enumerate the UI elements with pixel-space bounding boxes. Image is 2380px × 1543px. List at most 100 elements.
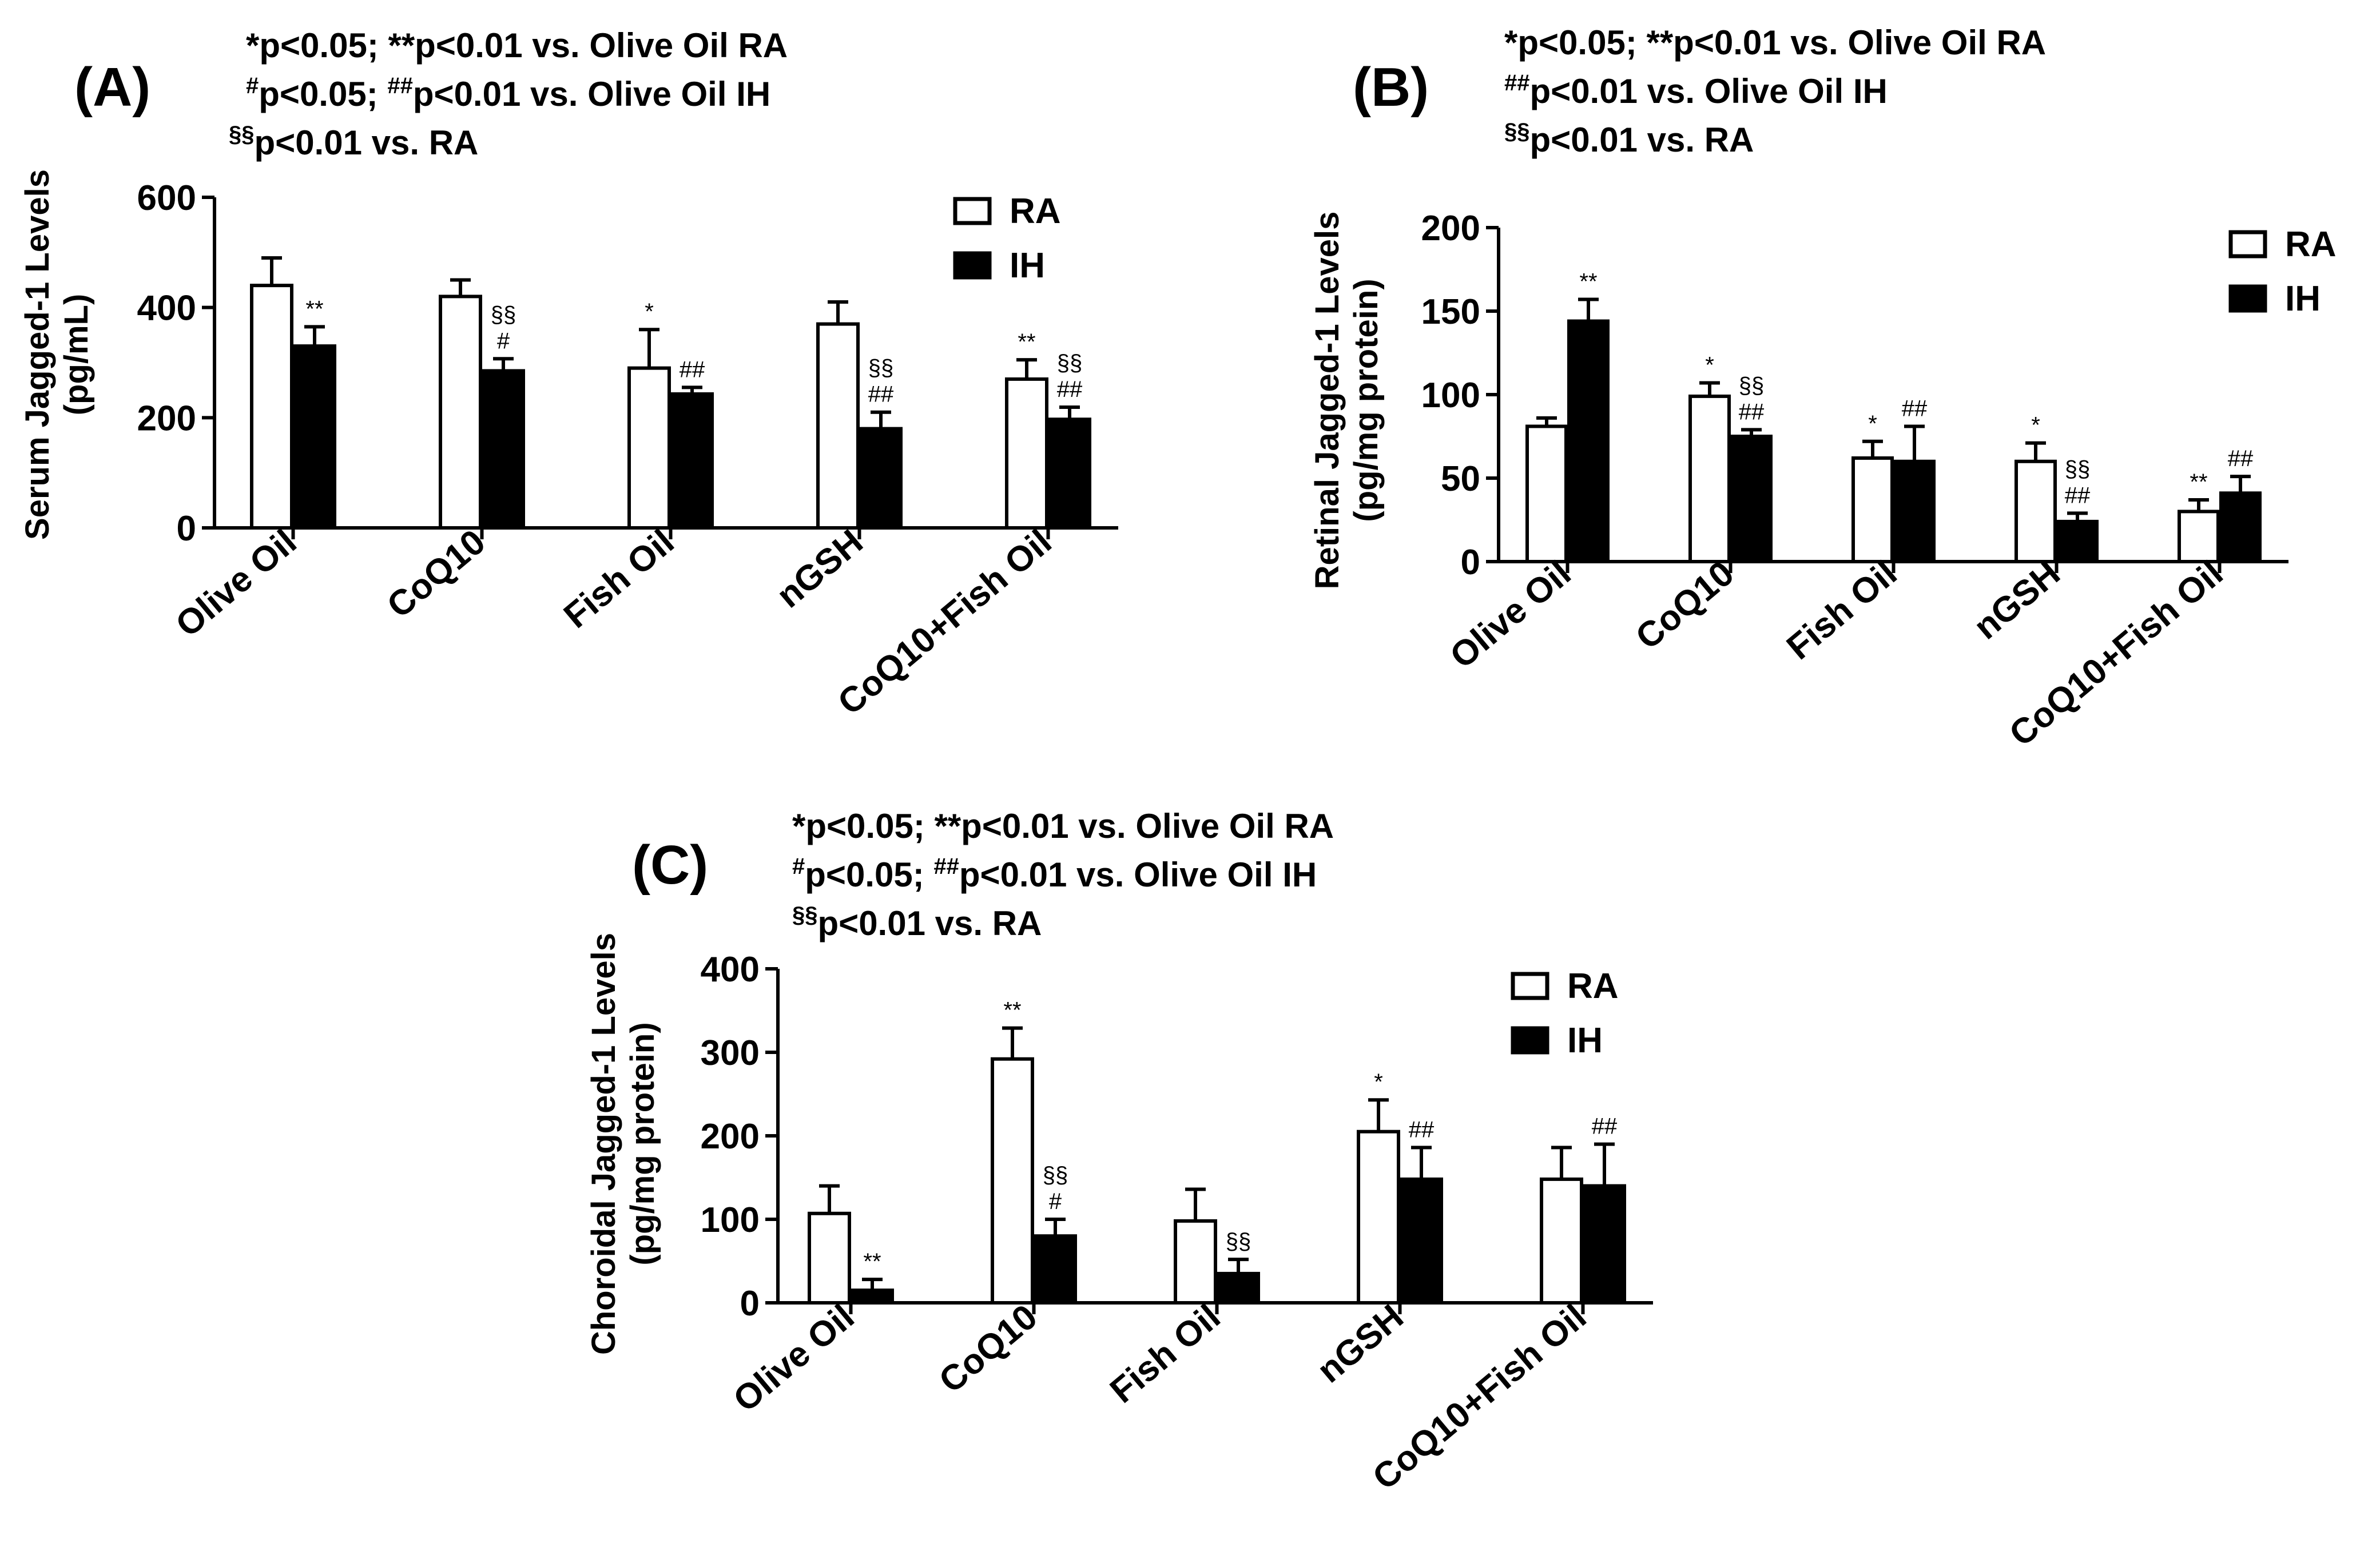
note-text: p<0.01 vs. RA xyxy=(818,904,1042,942)
ra-bar xyxy=(2016,462,2055,562)
panel-label: (C) xyxy=(632,834,708,896)
y-axis-label: Retinal Jagged-1 Levels(pg/mg protein) xyxy=(1309,212,1385,590)
significance-marker: §§ xyxy=(1739,373,1765,398)
legend-label-ra: RA xyxy=(2285,225,2337,264)
category-label: nGSH xyxy=(769,522,870,616)
ih-bar xyxy=(1732,436,1771,562)
ra-bar xyxy=(1853,458,1892,562)
significance-marker: * xyxy=(1374,1069,1383,1095)
ra-bar xyxy=(252,285,292,528)
chart-panel-c: (C)*p<0.05; **p<0.01 vs. Olive Oil RA#p<… xyxy=(585,807,1653,1498)
y-tick-label: 100 xyxy=(1421,376,1480,415)
significance-marker: §§ xyxy=(868,356,894,381)
y-tick-label: 400 xyxy=(701,950,760,989)
legend-label-ih: IH xyxy=(2285,279,2321,319)
y-tick-label: 300 xyxy=(701,1033,760,1073)
legend-swatch-ra xyxy=(955,199,990,223)
ih-bar xyxy=(1895,462,1934,562)
y-axis-label-line: (pg/mg protein) xyxy=(1348,279,1385,522)
ra-bar xyxy=(1007,379,1047,528)
legend-label-ra: RA xyxy=(1010,192,1061,231)
legend-swatch-ra xyxy=(1513,974,1547,998)
significance-marker: # xyxy=(1049,1189,1062,1214)
significance-marker: §§ xyxy=(491,302,516,327)
ih-bar xyxy=(861,429,901,528)
note-superscript: §§ xyxy=(792,902,818,928)
significance-marker: §§ xyxy=(1043,1163,1068,1188)
significance-marker: * xyxy=(645,299,654,324)
ih-bar xyxy=(295,346,335,528)
note-text: p<0.01 vs. Olive Oil IH xyxy=(413,75,770,113)
significance-marker: ## xyxy=(2065,483,2091,508)
y-axis-label-line: Choroidal Jagged-1 Levels xyxy=(585,933,622,1355)
category-label: CoQ10 xyxy=(932,1297,1044,1401)
legend-swatch-ra xyxy=(2231,232,2265,256)
note-superscript: §§ xyxy=(1504,119,1530,144)
significance-note: §§p<0.01 vs. RA xyxy=(229,122,478,162)
note-superscript: # xyxy=(792,854,805,879)
note-superscript: ## xyxy=(387,73,413,98)
note-superscript: ## xyxy=(1504,70,1530,96)
significance-marker: # xyxy=(497,328,510,353)
note-superscript: ## xyxy=(933,854,959,879)
significance-note: *p<0.05; **p<0.01 vs. Olive Oil RA xyxy=(792,807,1334,845)
ih-bar xyxy=(483,371,523,528)
ra-bar xyxy=(1527,426,1566,562)
category-label: nGSH xyxy=(1966,554,2067,647)
significance-marker: ** xyxy=(863,1249,881,1274)
note-text: *p<0.05; **p<0.01 vs. Olive Oil RA xyxy=(246,26,788,65)
note-superscript: # xyxy=(246,73,259,98)
ra-bar xyxy=(1358,1132,1398,1303)
ra-bar xyxy=(440,296,480,528)
legend-label-ih: IH xyxy=(1010,246,1045,285)
significance-marker: ** xyxy=(1003,998,1021,1023)
significance-note: §§p<0.01 vs. RA xyxy=(792,902,1042,942)
significance-marker: * xyxy=(1868,411,1877,436)
ra-bar xyxy=(2179,511,2218,562)
significance-note: #p<0.05; ##p<0.01 vs. Olive Oil IH xyxy=(246,73,770,113)
ih-bar xyxy=(1569,321,1608,562)
significance-marker: ## xyxy=(1592,1114,1618,1139)
significance-marker: ## xyxy=(1902,396,1928,421)
note-text: *p<0.05; **p<0.01 vs. Olive Oil RA xyxy=(1504,23,2046,62)
ra-bar xyxy=(1690,396,1729,562)
legend-swatch-ih xyxy=(2231,287,2265,311)
ra-bar xyxy=(809,1214,849,1303)
chart-panel-a: (A)*p<0.05; **p<0.01 vs. Olive Oil RA#p<… xyxy=(19,26,1118,723)
y-tick-label: 150 xyxy=(1421,292,1480,332)
significance-marker: ## xyxy=(680,357,705,382)
y-axis-label-line: (pg/mg protein) xyxy=(624,1022,661,1265)
note-text: p<0.05; xyxy=(805,856,933,894)
panel-label: (B) xyxy=(1353,57,1429,118)
y-tick-label: 600 xyxy=(137,178,196,218)
ih-bar xyxy=(2221,493,2260,562)
significance-marker: §§ xyxy=(2065,456,2091,482)
y-axis-label-line: (pg/mL) xyxy=(58,294,95,416)
legend-swatch-ih xyxy=(955,253,990,277)
ih-bar xyxy=(852,1290,892,1303)
legend-label-ra: RA xyxy=(1567,967,1619,1006)
note-text: p<0.01 vs. Olive Oil IH xyxy=(1530,72,1888,110)
significance-marker: ** xyxy=(305,296,323,321)
ih-bar xyxy=(1401,1179,1441,1303)
note-text: p<0.01 vs. RA xyxy=(255,124,479,162)
ih-bar xyxy=(2058,522,2097,562)
y-tick-label: 200 xyxy=(701,1117,760,1156)
y-tick-label: 400 xyxy=(137,289,196,328)
y-tick-label: 0 xyxy=(177,509,196,548)
category-label: Fish Oil xyxy=(1779,554,1905,667)
category-label: Fish Oil xyxy=(557,522,682,636)
y-tick-label: 200 xyxy=(1421,209,1480,248)
y-tick-label: 50 xyxy=(1441,459,1480,499)
y-tick-label: 200 xyxy=(137,399,196,438)
significance-marker: ** xyxy=(2190,470,2207,495)
legend-swatch-ih xyxy=(1513,1028,1547,1052)
ra-bar xyxy=(629,368,669,528)
ih-bar xyxy=(1218,1274,1258,1303)
legend-label-ih: IH xyxy=(1567,1021,1603,1060)
significance-marker: ** xyxy=(1018,329,1035,355)
category-label: Fish Oil xyxy=(1103,1297,1228,1411)
note-superscript: §§ xyxy=(229,122,255,147)
note-text: p<0.01 vs. Olive Oil IH xyxy=(959,856,1317,894)
note-text: *p<0.05; **p<0.01 vs. Olive Oil RA xyxy=(792,807,1334,845)
